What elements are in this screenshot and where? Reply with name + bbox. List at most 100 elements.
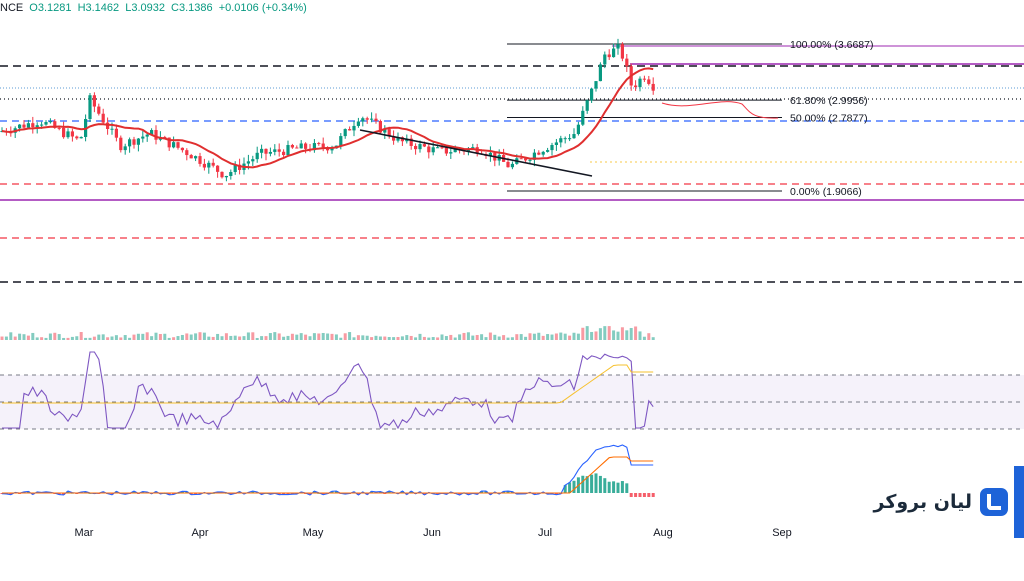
volume-bar — [370, 337, 374, 340]
volume-bar — [607, 326, 611, 340]
volume-bar — [475, 334, 479, 340]
candle-body — [198, 156, 202, 164]
volume-bar — [9, 332, 13, 340]
candle-body — [273, 149, 277, 152]
macd-histogram-bar — [141, 491, 145, 493]
candle-body — [229, 172, 233, 176]
candle-body — [44, 122, 48, 125]
volume-bar — [374, 335, 378, 340]
candle-body — [356, 121, 360, 126]
macd-histogram-bar — [387, 491, 391, 493]
macd-histogram-bar — [167, 493, 171, 495]
x-axis-label-aug: Aug — [653, 527, 673, 539]
volume-bar — [392, 337, 396, 340]
macd-histogram-bar — [356, 493, 360, 495]
candle-body — [211, 162, 215, 166]
candle-body — [607, 54, 611, 58]
volume-bar — [431, 337, 435, 340]
rsi-line — [2, 351, 654, 430]
volume-bar — [295, 334, 299, 340]
volume-bar — [348, 332, 352, 340]
volume-bar — [110, 336, 114, 340]
volume-bar — [251, 332, 255, 340]
volume-bar — [453, 337, 457, 340]
candle-body — [207, 162, 211, 168]
volume-bar — [427, 337, 431, 340]
candle-body — [150, 130, 154, 135]
volume-bar — [400, 336, 404, 340]
volume-bar — [484, 337, 488, 340]
volume-bar — [224, 333, 228, 340]
macd-histogram-bar — [400, 491, 404, 493]
volume-bar — [638, 331, 642, 340]
symbol-fragment: NCE — [0, 2, 24, 14]
volume-bar — [629, 328, 633, 340]
candle-body — [114, 128, 118, 138]
volume-bar — [312, 333, 316, 340]
volume-bar — [559, 332, 563, 340]
volume-bar — [471, 335, 475, 340]
macd-histogram-bar — [9, 493, 13, 495]
macd-histogram-bar — [620, 481, 624, 493]
candle-body — [238, 164, 242, 170]
x-axis-label-may: May — [303, 527, 324, 539]
volume-bar — [510, 337, 514, 340]
candle-body — [255, 152, 259, 160]
candle-body — [510, 163, 514, 168]
macd-histogram-bar — [572, 480, 576, 493]
macd-histogram-bar — [277, 493, 281, 495]
x-axis-label-sep: Sep — [772, 527, 792, 539]
projection-path — [661, 101, 779, 119]
volume-bar — [189, 334, 193, 340]
volume-bar — [22, 334, 26, 340]
volume-bar — [568, 335, 572, 340]
macd-histogram-bar — [502, 491, 506, 493]
volume-bar — [414, 337, 418, 340]
macd-histogram-bar — [378, 491, 382, 493]
macd-histogram-bar — [66, 491, 70, 493]
volume-bar — [290, 333, 294, 340]
macd-histogram-bar — [132, 491, 136, 493]
volume-bar — [145, 332, 149, 340]
volume-bar — [480, 334, 484, 340]
descending-trendline — [359, 129, 593, 177]
candle-body — [634, 85, 638, 88]
volume-bar — [396, 336, 400, 340]
volume-bar — [326, 333, 330, 340]
volume-bar — [172, 337, 176, 340]
candle-body — [361, 118, 365, 122]
candle-body — [119, 137, 123, 151]
volume-bar — [440, 334, 444, 340]
candle-body — [48, 121, 52, 123]
volume-bar — [277, 333, 281, 340]
volume-bar — [528, 333, 532, 340]
candle-body — [418, 144, 422, 150]
volume-bar — [616, 331, 620, 340]
macd-histogram-bar — [154, 491, 158, 493]
macd-histogram-bar — [647, 493, 651, 497]
macd-histogram-bar — [290, 493, 294, 495]
candle-body — [66, 131, 70, 138]
volume-bar — [4, 336, 8, 340]
candle-body — [97, 106, 101, 114]
macd-histogram-bar — [458, 493, 462, 495]
volume-bar — [321, 332, 325, 340]
volume-bar — [79, 332, 83, 340]
candle-body — [414, 145, 418, 150]
volume-bar — [260, 336, 264, 340]
volume-bar — [119, 337, 123, 340]
candle-body — [651, 83, 655, 91]
volume-bar — [488, 332, 492, 340]
volume-bar — [409, 335, 413, 340]
open-value: O3.1281 — [29, 2, 72, 14]
macd-histogram-bar — [101, 491, 105, 493]
macd-histogram-bar — [334, 491, 338, 493]
volume-bar — [202, 332, 206, 340]
candle-body — [537, 152, 541, 155]
macd-histogram-bar — [568, 482, 572, 493]
candle-body — [638, 78, 642, 88]
volume-bar — [497, 336, 501, 340]
candle-body — [581, 110, 585, 125]
volume-bar — [264, 336, 268, 340]
